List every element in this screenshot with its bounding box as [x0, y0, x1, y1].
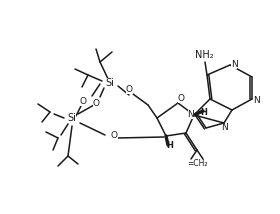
Text: H: H — [200, 107, 207, 116]
Text: H: H — [167, 141, 173, 150]
Text: Si: Si — [106, 78, 115, 88]
Text: O: O — [111, 131, 118, 141]
Text: Si: Si — [67, 113, 76, 123]
Text: O: O — [178, 94, 185, 103]
Text: N: N — [254, 95, 260, 104]
Text: =CH₂: =CH₂ — [187, 159, 207, 168]
Text: N: N — [231, 59, 237, 68]
Text: N: N — [222, 123, 228, 132]
Text: NH₂: NH₂ — [195, 50, 213, 60]
Text: O: O — [125, 85, 132, 94]
Text: O: O — [92, 98, 99, 107]
Text: O: O — [80, 97, 87, 106]
Text: N: N — [188, 110, 194, 119]
